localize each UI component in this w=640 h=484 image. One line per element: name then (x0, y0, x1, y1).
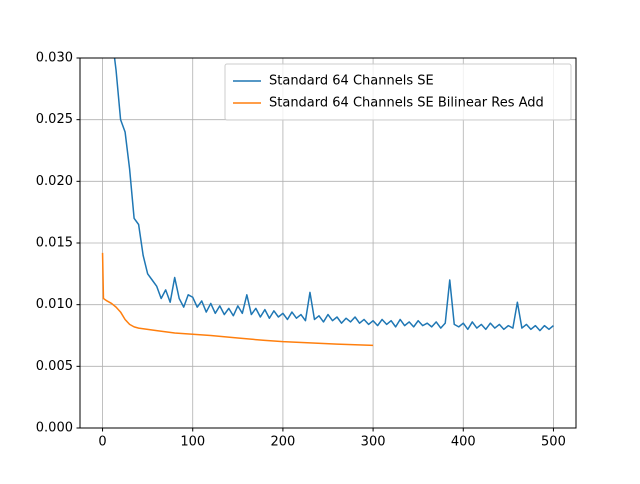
y-tick-label: 0.030 (36, 51, 73, 66)
legend-box (224, 63, 572, 121)
x-tick-label: 500 (541, 435, 566, 450)
legend-label: Standard 64 Channels SE (269, 74, 434, 89)
x-tick-label: 200 (270, 435, 295, 450)
y-tick-label: 0.025 (36, 112, 73, 127)
data-line (113, 58, 554, 332)
legend-label: Standard 64 Channels SE Bilinear Res Add (269, 96, 544, 111)
legend: Standard 64 Channels SE Standard 64 Chann… (224, 63, 572, 121)
x-tick-label: 400 (451, 435, 476, 450)
x-tick-label: 0 (98, 435, 106, 450)
data-line (101, 252, 374, 347)
y-tick-label: 0.015 (36, 236, 73, 251)
y-tick-label: 0.010 (36, 297, 73, 312)
y-tick-label: 0.020 (36, 174, 73, 189)
x-tick-label: 300 (361, 435, 386, 450)
y-tick-label: 0.000 (36, 421, 73, 436)
x-tick-label: 100 (180, 435, 205, 450)
plot-area (101, 58, 554, 347)
y-tick-label: 0.005 (36, 359, 73, 374)
ticks: 0.000 0.005 0.010 0.015 0.020 0.025 0.030 0 100 2… (36, 51, 566, 450)
